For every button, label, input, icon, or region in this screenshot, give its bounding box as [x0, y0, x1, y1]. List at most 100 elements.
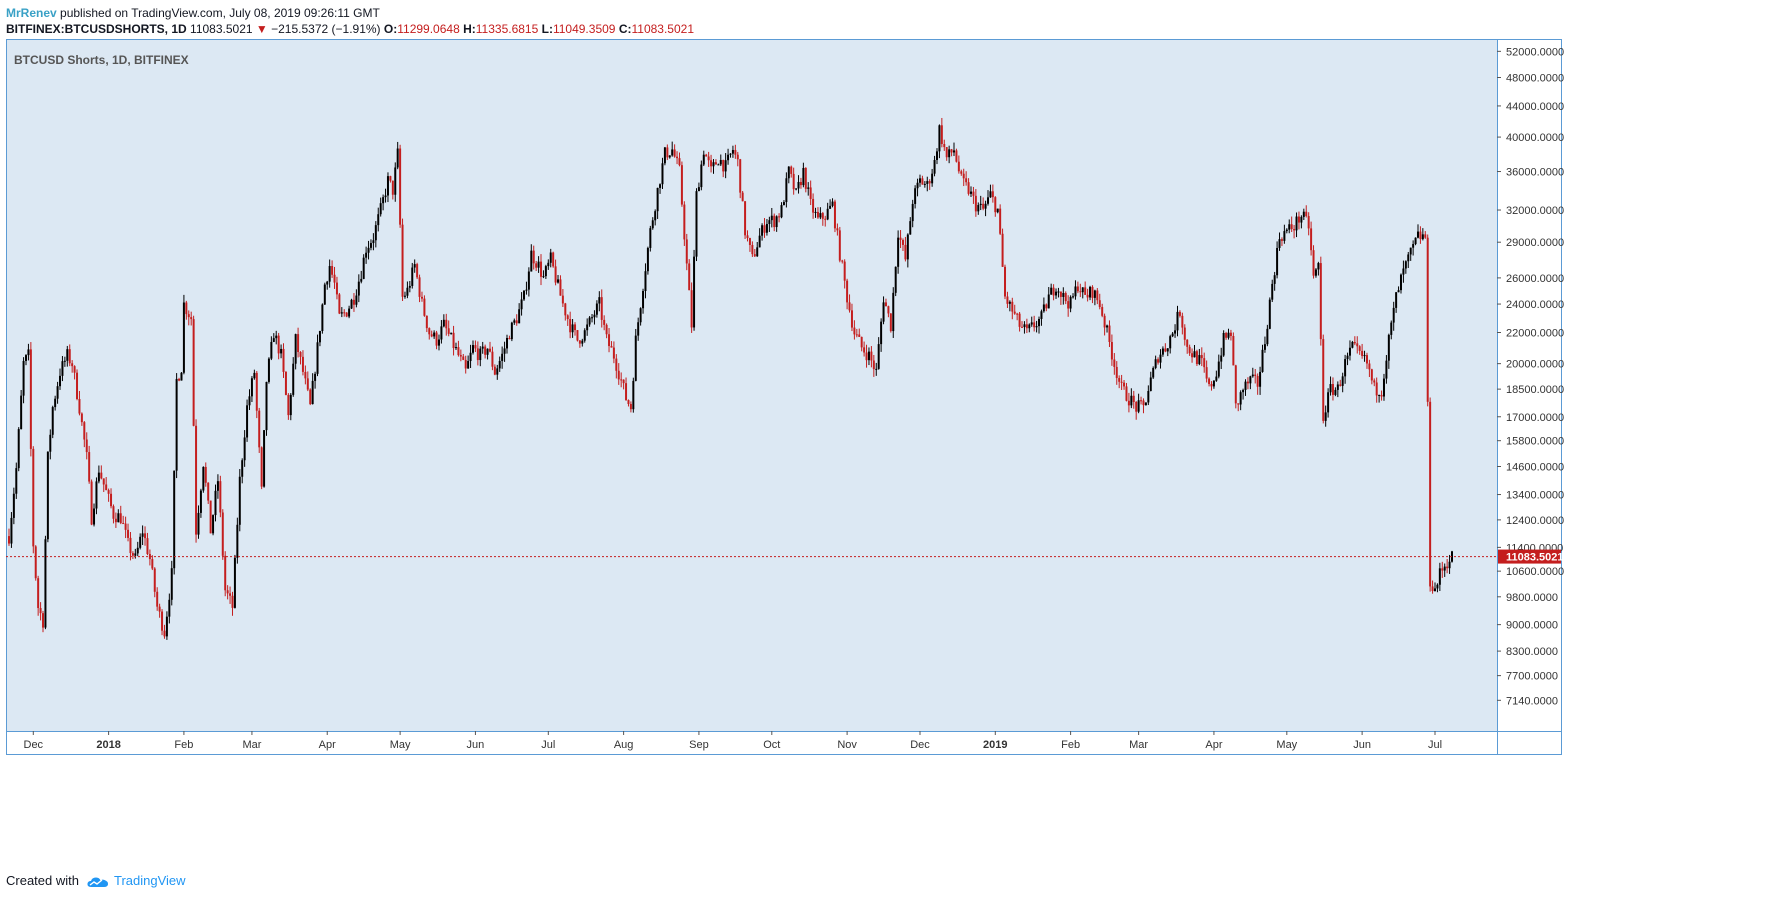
candle [812, 193, 815, 219]
candle-body [474, 345, 477, 349]
candle-body [1278, 239, 1281, 248]
candle-body [940, 125, 943, 145]
candle [379, 197, 382, 217]
candle [479, 346, 482, 367]
candle-body [1120, 381, 1123, 383]
candle-body [855, 334, 858, 336]
candle [185, 300, 188, 320]
candle-body [661, 163, 664, 185]
candle-body [1348, 347, 1351, 356]
candle-body [637, 322, 640, 336]
candle [695, 188, 698, 262]
candle-body [199, 490, 202, 513]
candle [352, 293, 355, 312]
candle-body [1356, 343, 1359, 347]
candle [863, 341, 866, 357]
candle [673, 144, 676, 158]
candle-body [355, 295, 358, 305]
candle [71, 360, 74, 373]
candle [1370, 368, 1373, 385]
candle-body [384, 195, 387, 198]
candle [962, 168, 965, 187]
candle-body [1135, 402, 1138, 412]
candle-body [1161, 348, 1164, 355]
candle-body [151, 559, 154, 569]
candle [233, 554, 236, 609]
candle-body [195, 425, 198, 535]
candle [1438, 562, 1441, 592]
candle [29, 342, 32, 457]
candle [1414, 237, 1417, 246]
candle [270, 336, 273, 361]
candle-body [702, 154, 705, 165]
candle-body [1370, 369, 1373, 381]
candle [554, 259, 557, 286]
candle-body [360, 278, 363, 282]
last-price-label: 11083.5021 [1506, 552, 1564, 564]
candle-body [156, 591, 159, 607]
candle [445, 313, 448, 336]
candle [1103, 313, 1106, 336]
candle-body [518, 309, 521, 324]
candle-body [1081, 287, 1084, 293]
candle-body [996, 208, 999, 213]
candle [877, 337, 880, 370]
candle [581, 338, 584, 347]
candle-body [1232, 335, 1235, 366]
candle-body [894, 266, 897, 293]
candle-body [1378, 394, 1381, 396]
candle [243, 430, 246, 467]
candle [318, 330, 321, 347]
plot-area[interactable] [6, 39, 1497, 731]
candle-body [1290, 224, 1293, 230]
tradingview-link[interactable]: TradingView [114, 873, 186, 888]
candle-body [860, 336, 863, 348]
candle-body [559, 279, 562, 296]
candle-body [1118, 378, 1121, 382]
candle-body [843, 261, 846, 281]
close-value: 11083.5021 [631, 22, 694, 36]
candle-body [343, 312, 346, 314]
candle [1021, 321, 1024, 328]
candle [1419, 226, 1422, 244]
candle [348, 305, 351, 319]
candle [1171, 331, 1174, 338]
candle-body [78, 399, 81, 414]
candle [661, 157, 664, 189]
candle-body [761, 225, 764, 236]
candle-body [110, 493, 113, 507]
high-label: H: [463, 22, 476, 36]
candle [437, 334, 440, 351]
candle-body [795, 188, 798, 190]
candle [61, 356, 64, 382]
candle [1387, 333, 1390, 369]
candle-body [76, 372, 79, 400]
candle-body [957, 161, 960, 172]
candle [292, 357, 295, 397]
candle-body [1263, 344, 1266, 350]
candle-body [452, 332, 455, 349]
candle [685, 233, 688, 271]
candle [605, 323, 608, 339]
author-link[interactable]: MrRenev [6, 6, 57, 20]
candle-body [867, 351, 870, 361]
candle [756, 241, 759, 257]
x-tick-label: Dec [910, 739, 930, 751]
candle-body [984, 203, 987, 209]
candle [12, 487, 15, 525]
candle-body [955, 150, 958, 162]
candle-body [659, 184, 662, 188]
candle-body [32, 448, 35, 547]
y-tick-label: 20000.0000 [1506, 359, 1564, 371]
candle [39, 602, 42, 621]
candle-body [1443, 566, 1446, 571]
candle [260, 446, 263, 490]
candle [93, 503, 96, 527]
candle [1040, 309, 1043, 326]
candle [991, 184, 994, 203]
candle-body [309, 389, 312, 405]
candle [1178, 310, 1181, 318]
candle [753, 248, 756, 258]
candle [241, 458, 244, 484]
